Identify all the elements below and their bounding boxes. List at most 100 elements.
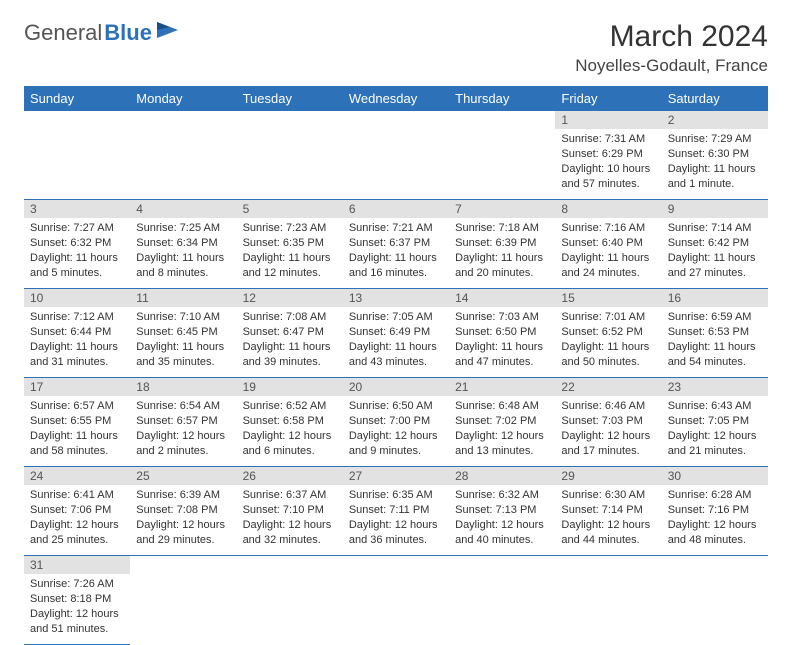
day-cell <box>237 129 343 200</box>
sunrise-text: Sunrise: 7:03 AM <box>455 310 549 325</box>
weekday-header: Thursday <box>449 86 555 111</box>
day-cell <box>343 129 449 200</box>
sunrise-text: Sunrise: 6:41 AM <box>30 488 124 503</box>
daylight-text: Daylight: 11 hours and 31 minutes. <box>30 340 124 370</box>
logo-text-part2: Blue <box>104 20 152 46</box>
day-cell-header: 15 <box>555 289 661 308</box>
day-info: Sunrise: 7:26 AMSunset: 8:18 PMDaylight:… <box>24 574 130 644</box>
day-cell: Sunrise: 7:23 AMSunset: 6:35 PMDaylight:… <box>237 218 343 289</box>
day-cell-header: 22 <box>555 378 661 397</box>
day-info: Sunrise: 6:46 AMSunset: 7:03 PMDaylight:… <box>555 396 661 466</box>
day-info-row: Sunrise: 7:12 AMSunset: 6:44 PMDaylight:… <box>24 307 768 378</box>
day-number: 15 <box>555 289 661 307</box>
sunrise-text: Sunrise: 6:46 AM <box>561 399 655 414</box>
day-number: 29 <box>555 467 661 485</box>
day-number: 19 <box>237 378 343 396</box>
weekday-header-row: Sunday Monday Tuesday Wednesday Thursday… <box>24 86 768 111</box>
month-title: March 2024 <box>575 20 768 54</box>
day-info: Sunrise: 6:59 AMSunset: 6:53 PMDaylight:… <box>662 307 768 377</box>
daylight-text: Daylight: 10 hours and 57 minutes. <box>561 162 655 192</box>
sunset-text: Sunset: 7:11 PM <box>349 503 443 518</box>
sunrise-text: Sunrise: 6:35 AM <box>349 488 443 503</box>
day-number: 21 <box>449 378 555 396</box>
day-cell-header: 8 <box>555 200 661 219</box>
sunrise-text: Sunrise: 6:43 AM <box>668 399 762 414</box>
weekday-header: Tuesday <box>237 86 343 111</box>
sunset-text: Sunset: 7:16 PM <box>668 503 762 518</box>
day-info <box>449 129 555 199</box>
sunset-text: Sunset: 6:45 PM <box>136 325 230 340</box>
sunrise-text: Sunrise: 6:48 AM <box>455 399 549 414</box>
daylight-text: Daylight: 11 hours and 8 minutes. <box>136 251 230 281</box>
day-cell <box>662 574 768 645</box>
day-number: 25 <box>130 467 236 485</box>
sunset-text: Sunset: 6:49 PM <box>349 325 443 340</box>
day-cell-header: 18 <box>130 378 236 397</box>
daylight-text: Daylight: 12 hours and 29 minutes. <box>136 518 230 548</box>
day-info <box>343 129 449 199</box>
day-cell-header: 23 <box>662 378 768 397</box>
daylight-text: Daylight: 12 hours and 32 minutes. <box>243 518 337 548</box>
daynum-row: 17181920212223 <box>24 378 768 397</box>
day-cell: Sunrise: 6:50 AMSunset: 7:00 PMDaylight:… <box>343 396 449 467</box>
day-info: Sunrise: 6:54 AMSunset: 6:57 PMDaylight:… <box>130 396 236 466</box>
day-info-row: Sunrise: 7:31 AMSunset: 6:29 PMDaylight:… <box>24 129 768 200</box>
sunrise-text: Sunrise: 7:16 AM <box>561 221 655 236</box>
day-number: 20 <box>343 378 449 396</box>
sunset-text: Sunset: 6:57 PM <box>136 414 230 429</box>
daylight-text: Daylight: 11 hours and 27 minutes. <box>668 251 762 281</box>
day-info-row: Sunrise: 6:41 AMSunset: 7:06 PMDaylight:… <box>24 485 768 556</box>
day-number: 13 <box>343 289 449 307</box>
day-cell: Sunrise: 6:52 AMSunset: 6:58 PMDaylight:… <box>237 396 343 467</box>
day-number: 18 <box>130 378 236 396</box>
day-cell: Sunrise: 6:35 AMSunset: 7:11 PMDaylight:… <box>343 485 449 556</box>
daylight-text: Daylight: 12 hours and 40 minutes. <box>455 518 549 548</box>
day-info <box>343 574 449 644</box>
sunset-text: Sunset: 6:55 PM <box>30 414 124 429</box>
daylight-text: Daylight: 12 hours and 44 minutes. <box>561 518 655 548</box>
daylight-text: Daylight: 11 hours and 24 minutes. <box>561 251 655 281</box>
day-cell-header: 20 <box>343 378 449 397</box>
day-info: Sunrise: 6:32 AMSunset: 7:13 PMDaylight:… <box>449 485 555 555</box>
daylight-text: Daylight: 12 hours and 6 minutes. <box>243 429 337 459</box>
day-cell-header: . <box>237 556 343 575</box>
day-cell-header: 30 <box>662 467 768 486</box>
day-cell-header: 14 <box>449 289 555 308</box>
sunset-text: Sunset: 7:02 PM <box>455 414 549 429</box>
sunset-text: Sunset: 7:10 PM <box>243 503 337 518</box>
day-cell-header: 28 <box>449 467 555 486</box>
day-cell-header: 6 <box>343 200 449 219</box>
day-cell: Sunrise: 7:03 AMSunset: 6:50 PMDaylight:… <box>449 307 555 378</box>
day-info-row: Sunrise: 7:26 AMSunset: 8:18 PMDaylight:… <box>24 574 768 645</box>
day-info: Sunrise: 6:37 AMSunset: 7:10 PMDaylight:… <box>237 485 343 555</box>
calendar-table: Sunday Monday Tuesday Wednesday Thursday… <box>24 86 768 645</box>
day-number: 2 <box>662 111 768 129</box>
daylight-text: Daylight: 11 hours and 43 minutes. <box>349 340 443 370</box>
day-cell: Sunrise: 7:18 AMSunset: 6:39 PMDaylight:… <box>449 218 555 289</box>
day-number: 5 <box>237 200 343 218</box>
day-cell: Sunrise: 7:12 AMSunset: 6:44 PMDaylight:… <box>24 307 130 378</box>
day-cell-header: 24 <box>24 467 130 486</box>
day-number: 24 <box>24 467 130 485</box>
sunrise-text: Sunrise: 6:57 AM <box>30 399 124 414</box>
day-cell-header: 1 <box>555 111 661 129</box>
day-info <box>237 129 343 199</box>
sunset-text: Sunset: 6:58 PM <box>243 414 337 429</box>
sunrise-text: Sunrise: 7:18 AM <box>455 221 549 236</box>
logo-text-part1: General <box>24 20 102 46</box>
daylight-text: Daylight: 12 hours and 36 minutes. <box>349 518 443 548</box>
day-cell-header: 21 <box>449 378 555 397</box>
day-cell-header: . <box>343 111 449 129</box>
daynum-row: .....12 <box>24 111 768 129</box>
sunrise-text: Sunrise: 6:30 AM <box>561 488 655 503</box>
day-number: 23 <box>662 378 768 396</box>
daylight-text: Daylight: 11 hours and 58 minutes. <box>30 429 124 459</box>
sunset-text: Sunset: 7:13 PM <box>455 503 549 518</box>
day-number: 12 <box>237 289 343 307</box>
day-number: 1 <box>555 111 661 129</box>
sunset-text: Sunset: 7:03 PM <box>561 414 655 429</box>
day-cell: Sunrise: 6:57 AMSunset: 6:55 PMDaylight:… <box>24 396 130 467</box>
sunrise-text: Sunrise: 7:05 AM <box>349 310 443 325</box>
day-info: Sunrise: 6:35 AMSunset: 7:11 PMDaylight:… <box>343 485 449 555</box>
day-cell: Sunrise: 7:26 AMSunset: 8:18 PMDaylight:… <box>24 574 130 645</box>
